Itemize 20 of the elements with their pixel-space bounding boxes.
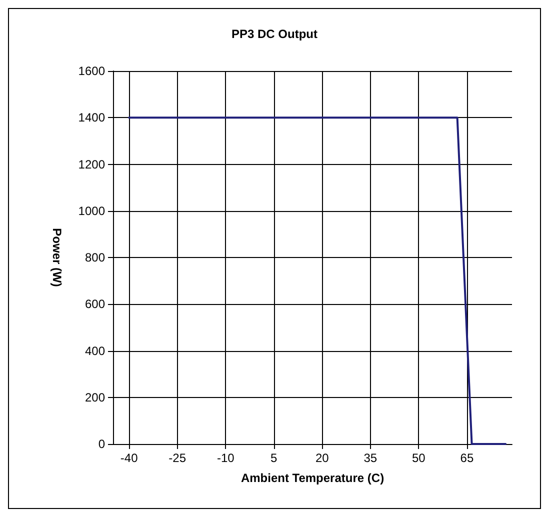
y-tick-label: 1200 [78, 157, 106, 172]
y-tick-label: 200 [84, 390, 106, 404]
y-tick-label: 1600 [78, 64, 106, 78]
x-tick-label: 65 [460, 451, 474, 465]
y-tick-label: 600 [84, 297, 106, 312]
y-tick-label: 0 [98, 437, 106, 451]
y-tick-label: 1400 [78, 110, 106, 125]
x-tick-label: 50 [412, 451, 426, 465]
y-tick-label: 1000 [78, 204, 106, 218]
y-tick-label: 400 [84, 344, 106, 358]
x-tick-label: -25 [168, 451, 186, 465]
x-axis-title: Ambient Temperature (C) [240, 471, 384, 485]
chart-title: PP3 DC Output [232, 27, 318, 41]
x-tick-label: 20 [315, 451, 330, 465]
x-tick-label: 35 [364, 451, 378, 465]
x-tick-label: -40 [120, 451, 138, 465]
x-tick-label: 5 [270, 451, 278, 465]
y-axis-title: Power (W) [50, 228, 64, 287]
x-tick-label: -10 [216, 451, 235, 465]
y-tick-label: 800 [84, 250, 106, 264]
